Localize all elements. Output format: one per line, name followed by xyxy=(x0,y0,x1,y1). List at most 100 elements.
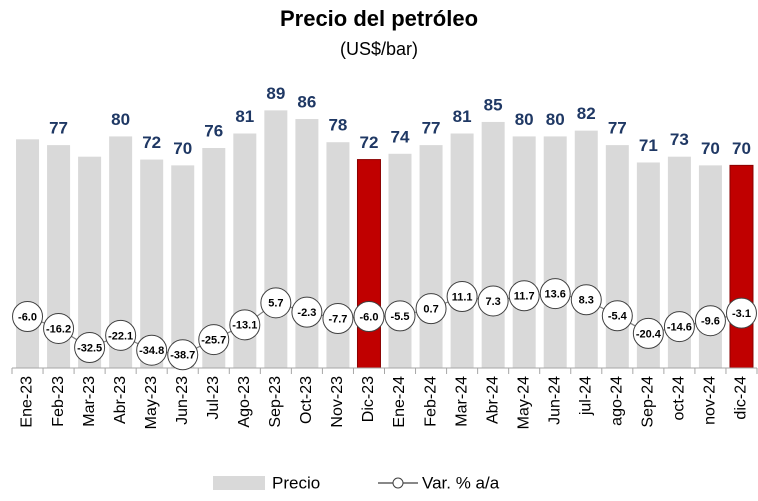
bar-value-label: 77 xyxy=(608,119,627,138)
x-tick-label: Oct-23 xyxy=(298,376,315,424)
line-marker xyxy=(167,339,199,371)
x-tick-label: Abr-24 xyxy=(484,376,501,424)
bar-value-label: 81 xyxy=(453,107,472,126)
bar-value-label: 78 xyxy=(328,116,347,135)
bar xyxy=(47,145,71,368)
line-value-label: -9.6 xyxy=(701,316,720,328)
x-tick-label: Mar-23 xyxy=(81,376,98,427)
line-marker xyxy=(415,293,447,325)
line-marker xyxy=(260,287,292,319)
x-tick-label: Ene-24 xyxy=(391,376,408,428)
x-tick-label: nov-24 xyxy=(702,376,719,425)
bar xyxy=(140,159,164,368)
line-value-label: -38.7 xyxy=(170,350,195,362)
x-tick-label: Ago-23 xyxy=(236,376,253,428)
x-tick-label: Jun-24 xyxy=(546,376,563,425)
line-marker xyxy=(12,301,44,333)
bar xyxy=(295,119,319,368)
line-value-label: -22.1 xyxy=(108,330,133,342)
line-marker xyxy=(725,297,757,329)
x-tick-label: Mar-24 xyxy=(453,376,470,427)
line-value-label: -3.1 xyxy=(732,308,751,320)
line-value-label: -6.0 xyxy=(18,311,37,323)
x-tick-label: Feb-24 xyxy=(422,376,439,427)
line-value-label: 13.6 xyxy=(545,288,566,300)
line-marker xyxy=(74,332,106,364)
x-tick-label: Feb-23 xyxy=(50,376,67,427)
bar xyxy=(388,153,412,368)
chart-title: Precio del petróleo xyxy=(280,6,478,31)
x-tick-label: May-23 xyxy=(143,376,160,429)
bar xyxy=(109,136,133,368)
bar-value-label: 77 xyxy=(49,119,68,138)
line-marker xyxy=(601,300,633,332)
line-value-label: -20.4 xyxy=(636,328,662,340)
line-marker xyxy=(632,317,664,349)
bar xyxy=(16,139,40,368)
bar xyxy=(264,110,288,369)
line-value-label: 8.3 xyxy=(579,295,594,307)
bar-value-label: 85 xyxy=(484,95,503,114)
bar xyxy=(543,136,567,368)
bar-value-label: 70 xyxy=(173,139,192,158)
bar-value-label: 77 xyxy=(422,119,441,138)
bar-value-label: 71 xyxy=(639,136,658,155)
legend-marker xyxy=(392,477,404,489)
bar-value-label: 70 xyxy=(732,139,751,158)
bar-value-label: 89 xyxy=(266,84,285,103)
line-value-label: -5.4 xyxy=(608,311,628,323)
bar-value-label: 73 xyxy=(670,130,689,149)
line-marker xyxy=(570,284,602,316)
x-tick-label: Jul-23 xyxy=(205,376,222,420)
line-marker xyxy=(663,311,695,343)
line-value-label: -14.6 xyxy=(667,321,692,333)
bar-value-label: 80 xyxy=(111,110,130,129)
x-tick-label: May-24 xyxy=(515,376,532,429)
line-value-label: 11.7 xyxy=(514,291,535,303)
line-value-label: 0.7 xyxy=(423,304,438,316)
bar xyxy=(729,164,754,369)
line-value-label: 11.1 xyxy=(452,291,473,303)
bar xyxy=(171,165,195,368)
line-marker xyxy=(105,319,137,351)
bar xyxy=(636,162,660,368)
line-value-label: 5.7 xyxy=(268,298,283,310)
line-marker xyxy=(43,312,75,344)
legend-swatch xyxy=(213,476,265,490)
bar xyxy=(78,156,102,368)
x-tick-label: Dic-23 xyxy=(360,376,377,422)
line-value-label: -13.1 xyxy=(232,320,257,332)
legend-label: Var. % a/a xyxy=(422,473,500,492)
bar-value-label: 86 xyxy=(297,93,316,112)
line-value-label: -16.2 xyxy=(46,323,71,335)
line-value-label: -34.8 xyxy=(139,345,164,357)
bar-value-label: 80 xyxy=(515,110,534,129)
line-value-label: -5.5 xyxy=(391,311,410,323)
bar xyxy=(356,159,381,369)
x-tick-label: oct-24 xyxy=(671,376,688,421)
line-value-label: 7.3 xyxy=(485,296,500,308)
line-marker xyxy=(508,280,540,312)
bar xyxy=(605,145,629,368)
line-marker xyxy=(384,300,416,332)
line-marker xyxy=(353,301,385,333)
bar xyxy=(326,142,350,368)
legend-label: Precio xyxy=(272,473,320,492)
bar xyxy=(202,148,226,368)
line-value-label: -6.0 xyxy=(359,311,378,323)
bar xyxy=(512,136,536,368)
x-tick-label: Sep-23 xyxy=(267,376,284,428)
bar xyxy=(698,165,722,368)
line-marker xyxy=(539,278,571,310)
x-tick-label: Nov-23 xyxy=(329,376,346,428)
bar xyxy=(450,133,474,368)
line-value-label: -2.3 xyxy=(297,307,316,319)
bar xyxy=(233,133,257,368)
bar-value-label: 82 xyxy=(577,104,596,123)
x-tick-label: Ene-23 xyxy=(19,376,36,428)
bar xyxy=(481,121,505,369)
bar-value-label: 81 xyxy=(235,107,254,126)
line-marker xyxy=(477,285,509,317)
x-tick-label: Abr-23 xyxy=(112,376,129,424)
x-tick-label: Sep-24 xyxy=(640,376,657,428)
